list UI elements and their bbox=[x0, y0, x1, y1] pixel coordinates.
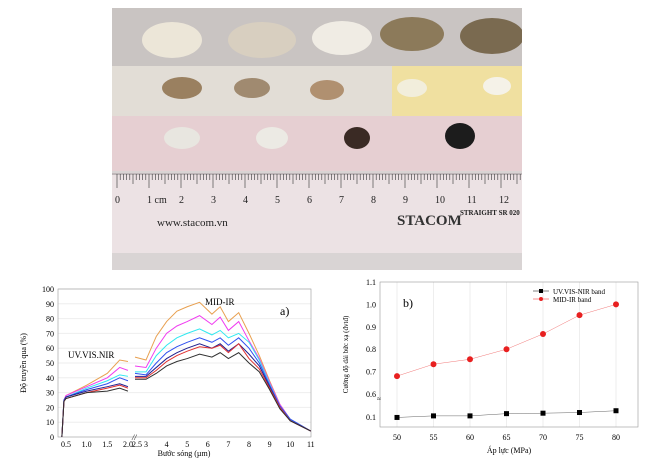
ruler-number: 10 bbox=[435, 195, 445, 206]
y-tick-label: 80 bbox=[46, 315, 54, 324]
ruler-number: 6 bbox=[307, 195, 312, 206]
ruler-number: 9 bbox=[403, 195, 408, 206]
axis-break-mark: // bbox=[131, 433, 137, 442]
ruler-number: 8 bbox=[371, 195, 376, 206]
data-point bbox=[467, 413, 473, 419]
ruler-number: 4 bbox=[243, 195, 248, 206]
data-point bbox=[394, 414, 400, 420]
x-tick-label: 11 bbox=[307, 440, 315, 449]
ruler-number: 11 bbox=[467, 195, 477, 206]
data-point bbox=[613, 301, 619, 308]
ruler: 0 1 cm 2 3 4 5 6 7 8 9 10 11 12 www.stacom.vn STACOM… bbox=[112, 173, 522, 253]
x-tick-label: 1.0 bbox=[82, 440, 92, 449]
sample-row-top bbox=[142, 17, 522, 58]
x-tick-label: 0.5 bbox=[61, 440, 71, 449]
y-axis-label: Cường độ dải bức xạ (đvtđ) bbox=[342, 315, 350, 393]
y-tick-label: 40 bbox=[46, 374, 54, 383]
plot-area bbox=[57, 288, 312, 438]
x-tick-label: 7 bbox=[226, 440, 230, 449]
x-tick-label: 2.5 bbox=[132, 440, 142, 449]
legend-label: MID-IR band bbox=[553, 296, 592, 304]
sample-photo: 0 1 cm 2 3 4 5 6 7 8 9 10 11 12 www.stacom.vn STACOM… bbox=[112, 8, 522, 270]
annotation-mid-ir: MID-IR bbox=[205, 297, 235, 307]
x-tick-label: 10 bbox=[286, 440, 294, 449]
x-tick-label: 4 bbox=[165, 440, 169, 449]
x-tick-label: 75 bbox=[576, 433, 584, 442]
ruler-number: 5 bbox=[275, 195, 280, 206]
series-line-ir bbox=[135, 343, 312, 432]
series-line-ir bbox=[134, 337, 312, 432]
x-axis-label: Bước sóng (µm) bbox=[158, 449, 211, 458]
x-tick-label: 6 bbox=[206, 440, 210, 449]
y-tick-label: 100 bbox=[42, 285, 54, 294]
x-tick-label: 1.5 bbox=[102, 440, 112, 449]
data-point bbox=[540, 330, 546, 337]
sample-row-middle bbox=[162, 77, 511, 100]
data-point bbox=[430, 361, 437, 368]
y-tick-label: 0.7 bbox=[366, 368, 376, 377]
y-tick-label: 1.1 bbox=[366, 278, 376, 287]
panel-label-b: b) bbox=[403, 296, 413, 310]
y-axis-label: Độ truyền qua (%) bbox=[19, 333, 28, 393]
legend-marker bbox=[539, 297, 543, 301]
ruler-brand: STACOM bbox=[397, 213, 462, 229]
y-tick-label: 0.6 bbox=[366, 390, 376, 399]
y-tick-label: 0.8 bbox=[366, 345, 376, 354]
ruler-number: 0 bbox=[115, 195, 120, 206]
x-tick-label: 55 bbox=[430, 433, 438, 442]
ruler-model: STRAIGHT SR 020 bbox=[460, 209, 520, 217]
x-tick-label: 2.0 bbox=[123, 440, 133, 449]
ruler-number: 12 bbox=[499, 195, 509, 206]
series-line-uv bbox=[61, 387, 129, 438]
data-point bbox=[504, 411, 509, 417]
annotation-uv-vis-nir: UV.VIS.NIR bbox=[68, 350, 114, 360]
data-point bbox=[467, 356, 473, 363]
x-tick-label: 5 bbox=[185, 440, 189, 449]
y-tick-label: 50 bbox=[46, 359, 54, 368]
x-axis-label: Áp lực (MPa) bbox=[487, 445, 532, 455]
chart-a-transmission: 0 10 20 30 40 50 60 70 80 90 100 0.5 1.0 1.5 2.0 2.5 3 4 5… bbox=[19, 285, 315, 458]
y-tick-label: 0.9 bbox=[366, 323, 376, 332]
x-tick-label: 50 bbox=[393, 433, 401, 442]
plot-area bbox=[379, 281, 639, 428]
x-tick-label: 8 bbox=[247, 440, 251, 449]
y-tick-label: 30 bbox=[46, 389, 54, 398]
data-point bbox=[540, 410, 546, 416]
x-tick-label: 9 bbox=[268, 440, 272, 449]
ruler-number: 7 bbox=[339, 195, 344, 206]
panel-label-a: a) bbox=[280, 304, 289, 318]
x-tick-label: 3 bbox=[144, 440, 148, 449]
y-tick-label: 70 bbox=[46, 329, 54, 338]
data-point bbox=[431, 413, 436, 419]
sample-row-bottom bbox=[164, 123, 475, 149]
x-tick-label: 60 bbox=[466, 433, 474, 442]
axis-break-mark: ≈ bbox=[377, 395, 381, 403]
data-point bbox=[576, 312, 583, 319]
ruler-url: www.stacom.vn bbox=[157, 217, 228, 229]
x-tick-label: 70 bbox=[539, 433, 547, 442]
y-tick-label: 20 bbox=[46, 403, 54, 412]
data-point bbox=[503, 346, 510, 353]
series-line-ir bbox=[135, 352, 312, 432]
ruler-number: 1 cm bbox=[147, 195, 167, 206]
y-tick-label: 0 bbox=[50, 433, 54, 442]
x-tick-label: 65 bbox=[503, 433, 511, 442]
y-tick-label: 10 bbox=[46, 418, 54, 427]
y-tick-label: 0.1 bbox=[366, 413, 376, 422]
ruler-number: 3 bbox=[211, 195, 216, 206]
x-tick-label: 80 bbox=[612, 433, 620, 442]
legend-label: UV.VIS-NIR band bbox=[553, 288, 605, 296]
legend-marker bbox=[539, 289, 543, 293]
series-line-uv bbox=[61, 377, 129, 438]
data-point bbox=[613, 408, 619, 414]
data-point bbox=[394, 373, 400, 380]
ruler-number: 2 bbox=[179, 195, 184, 206]
y-tick-label: 90 bbox=[46, 300, 54, 309]
series-line-ir bbox=[134, 315, 312, 432]
data-point bbox=[577, 410, 582, 416]
y-tick-label: 1.0 bbox=[366, 300, 376, 309]
y-tick-label: 60 bbox=[46, 344, 54, 353]
